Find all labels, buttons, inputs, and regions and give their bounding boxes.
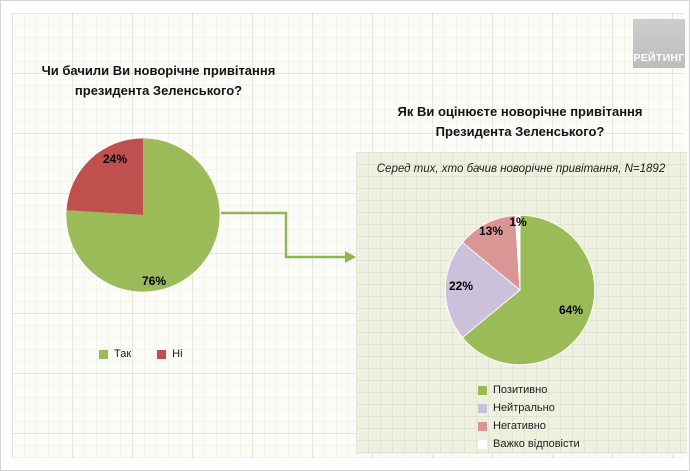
left-chart-title: Чи бачили Ви новорічне привітання презид… bbox=[26, 61, 291, 100]
right-pie-chart bbox=[444, 214, 596, 366]
legend-label-positive: Позитивно bbox=[493, 384, 548, 396]
legend-label-no: Ні bbox=[172, 348, 183, 360]
right-legend: Позитивно Нейтрально Негативно Важко від… bbox=[478, 381, 580, 453]
right-chart-title: Як Ви оцінюєте новорічне привітання През… bbox=[353, 102, 687, 141]
legend-item-negative: Негативно bbox=[478, 417, 580, 435]
highlight-panel bbox=[356, 152, 687, 454]
right-pie-label-hard-to-answer: 1% bbox=[509, 215, 527, 229]
legend-item-yes: Так bbox=[99, 345, 131, 363]
rating-group-logo: РЕЙТИНГ bbox=[633, 19, 685, 68]
left-pie-label-yes: 76% bbox=[141, 274, 167, 288]
legend-swatch-negative bbox=[478, 421, 487, 431]
left-legend: Так Ні bbox=[99, 345, 183, 363]
right-pie-label-positive: 64% bbox=[558, 303, 584, 317]
legend-swatch-hard-to-answer bbox=[478, 439, 487, 449]
legend-swatch-yes bbox=[99, 349, 108, 359]
left-chart-title-line1: Чи бачили Ви новорічне привітання bbox=[41, 63, 276, 78]
legend-item-hard-to-answer: Важко відповісти bbox=[478, 435, 580, 453]
legend-item-no: Ні bbox=[157, 345, 183, 363]
right-chart-title-line1: Як Ви оцінюєте новорічне привітання bbox=[397, 104, 643, 119]
legend-swatch-no bbox=[157, 349, 167, 359]
right-pie-label-negative: 13% bbox=[478, 224, 504, 238]
right-chart-title-line2: Президента Зеленського? bbox=[435, 123, 605, 139]
left-pie-label-no: 24% bbox=[102, 152, 128, 166]
legend-label-hard-to-answer: Важко відповісти bbox=[493, 438, 580, 450]
legend-label-yes: Так bbox=[114, 348, 132, 360]
legend-item-positive: Позитивно bbox=[478, 381, 580, 399]
rating-logo-text: РЕЙТИНГ bbox=[633, 52, 685, 64]
legend-swatch-neutral bbox=[478, 403, 487, 413]
legend-swatch-positive bbox=[478, 385, 487, 395]
legend-label-neutral: Нейтрально bbox=[493, 402, 555, 414]
left-pie-chart bbox=[66, 138, 220, 292]
flow-arrow-icon bbox=[221, 211, 356, 263]
legend-item-neutral: Нейтрально bbox=[478, 399, 580, 417]
right-chart-subtitle: Серед тих, хто бачив новорічне привітанн… bbox=[376, 163, 666, 175]
left-chart-title-line2: президента Зеленського? bbox=[74, 82, 243, 98]
legend-label-negative: Негативно bbox=[493, 420, 546, 432]
right-pie-label-neutral: 22% bbox=[448, 279, 474, 293]
